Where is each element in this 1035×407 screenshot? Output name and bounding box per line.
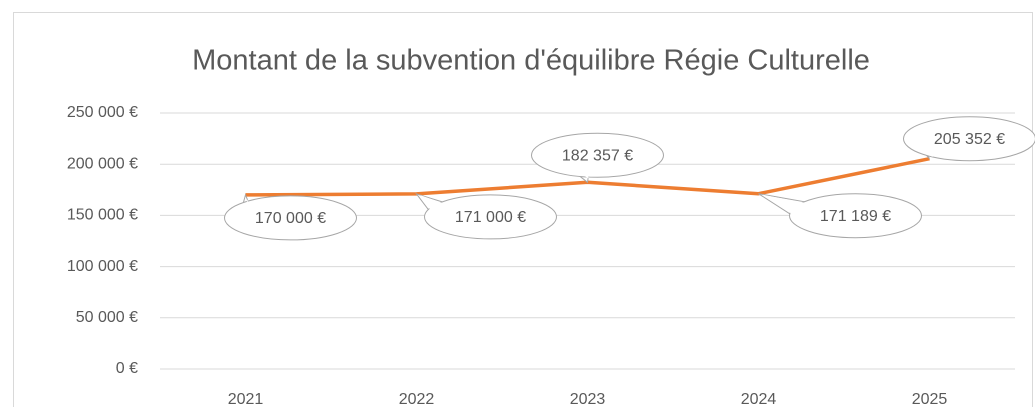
callout-bubble bbox=[531, 132, 664, 178]
y-tick-label: 50 000 € bbox=[76, 309, 138, 326]
callout-bubble bbox=[424, 194, 557, 240]
callout-bubble bbox=[789, 193, 922, 239]
data-label: 170 000 € bbox=[255, 210, 326, 227]
y-tick-label: 200 000 € bbox=[67, 155, 138, 172]
y-tick-label: 0 € bbox=[116, 360, 138, 377]
callout-patch bbox=[420, 195, 443, 221]
callout-patch bbox=[570, 168, 589, 179]
x-tick-label: 2021 bbox=[228, 391, 264, 407]
data-label: 171 000 € bbox=[455, 209, 526, 226]
callout-patch bbox=[762, 194, 806, 221]
x-tick-label: 2023 bbox=[570, 391, 606, 407]
callout-bubble bbox=[224, 195, 357, 241]
y-tick-label: 250 000 € bbox=[67, 104, 138, 121]
data-label: 182 357 € bbox=[562, 147, 633, 164]
x-tick-label: 2022 bbox=[399, 391, 435, 407]
data-label: 171 189 € bbox=[820, 208, 891, 225]
callout-bubble bbox=[903, 116, 1035, 162]
x-tick-label: 2024 bbox=[741, 391, 777, 407]
y-tick-label: 100 000 € bbox=[67, 258, 138, 275]
callout-patch bbox=[239, 196, 250, 218]
y-tick-label: 150 000 € bbox=[67, 207, 138, 224]
x-tick-label: 2025 bbox=[912, 391, 948, 407]
chart-title: Montant de la subvention d'équilibre Rég… bbox=[192, 45, 870, 77]
callout-patch bbox=[918, 138, 934, 157]
data-label: 205 352 € bbox=[934, 131, 1005, 148]
